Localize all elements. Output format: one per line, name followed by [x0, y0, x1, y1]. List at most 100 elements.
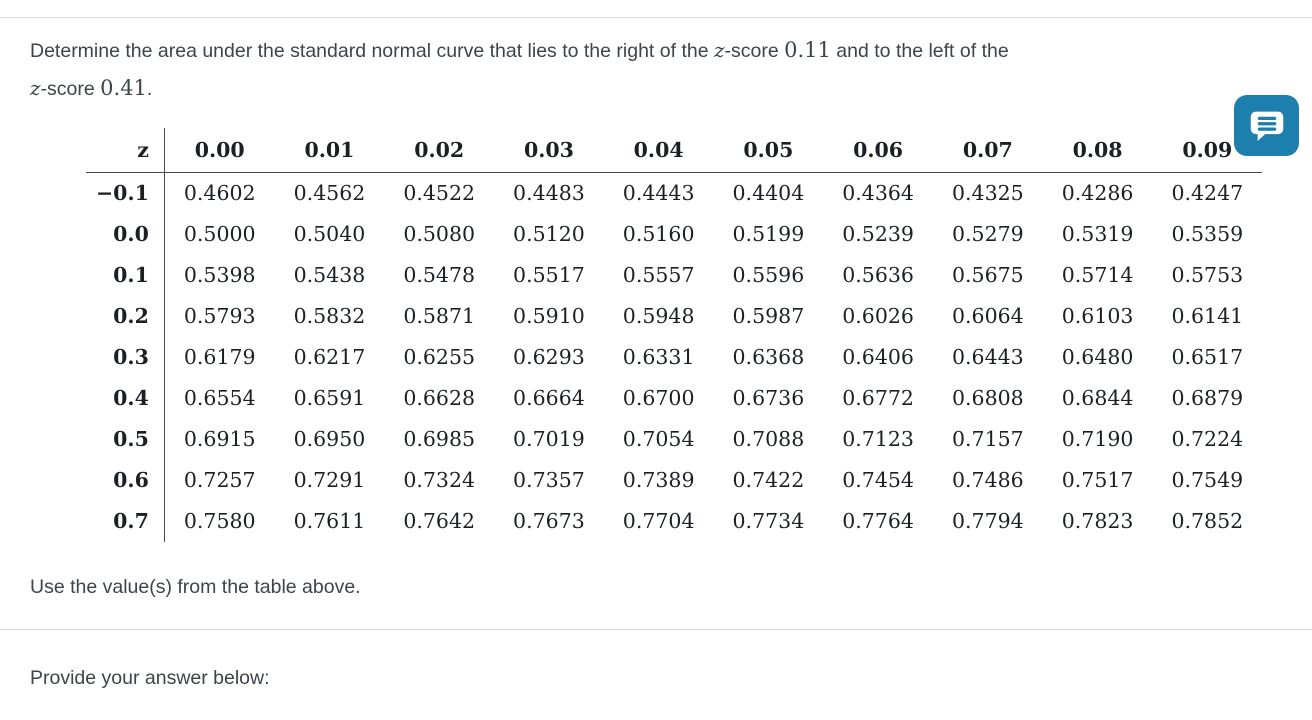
z-table-cell: 0.7734 [732, 509, 805, 533]
z-table-cell: 0.4286 [1061, 181, 1134, 205]
z-table-header-cell: 0.07 [932, 128, 1043, 173]
z-table-cell: 0.7673 [513, 509, 585, 533]
math-z-symbol: z [30, 76, 41, 100]
z-table-cell: 0.4602 [183, 181, 256, 205]
z-table-cell: 0.5478 [403, 263, 476, 287]
question-text: Determine the area under the standard no… [30, 32, 1312, 108]
z-table-cell: 0.6554 [183, 386, 256, 410]
z-table-cell: 0.6664 [513, 386, 585, 410]
z-table-cell: 0.6736 [732, 386, 805, 410]
z-table-header-row: z 0.00 0.01 0.02 0.03 0.04 0.05 0.06 0.07 0.08 0.0… [86, 128, 1263, 173]
z-table-cell: 0.6628 [403, 386, 476, 410]
z-table-cell: 0.5596 [732, 263, 805, 287]
z-table-cell: 0.7389 [622, 468, 695, 492]
z-table-cell: 0.6064 [951, 304, 1024, 328]
z-table-cell: 0.7088 [732, 427, 805, 451]
z-table-cell: 0.5753 [1171, 263, 1244, 287]
z-table-header-cell: 0.01 [274, 128, 385, 173]
z-table-cell: 0.7157 [951, 427, 1024, 451]
z-table-row: 0.6 0.7257 0.7291 0.7324 0.7357 0.7389 0.7422 0… [86, 460, 1262, 501]
z-table-cell: 0.6406 [842, 345, 914, 369]
question-segment: -score [40, 78, 101, 100]
z-table-cell: 0.7642 [403, 509, 476, 533]
z-table-cell: 0.6141 [1171, 304, 1244, 328]
z-table-cell: 0.5438 [293, 263, 366, 287]
z-table-cell: 0.4443 [622, 181, 695, 205]
z-table-cell: 0.4404 [732, 181, 805, 205]
z-score-value-2: 0.41 [100, 76, 147, 100]
z-table-cell: 0.7422 [732, 468, 805, 492]
z-table-cell: 0.5239 [842, 222, 914, 246]
z-table-cell: 0.7054 [622, 427, 695, 451]
z-table-cell: 0.7517 [1061, 468, 1134, 492]
z-table-cell: 0.5714 [1061, 263, 1134, 287]
z-table-row: 0.4 0.6554 0.6591 0.6628 0.6664 0.6700 0.6736 0… [86, 378, 1262, 419]
z-table-cell: 0.4562 [293, 181, 366, 205]
z-table-cell: 0.5832 [293, 304, 366, 328]
z-table-cell: 0.6700 [622, 386, 695, 410]
z-table-cell: 0.6103 [1061, 304, 1134, 328]
z-table-header-cell: 0.02 [384, 128, 495, 173]
z-table-cell: 0.6985 [403, 427, 476, 451]
z-table-cell: 0.7357 [513, 468, 585, 492]
help-chat-button[interactable] [1234, 95, 1299, 156]
z-table-cell: 0.6808 [951, 386, 1024, 410]
z-table-cell: 0.4364 [842, 181, 914, 205]
z-table-cell: 0.5398 [183, 263, 256, 287]
z-table-row: 0.5 0.6915 0.6950 0.6985 0.7019 0.7054 0.7088 0… [86, 419, 1262, 460]
question-segment: . [146, 78, 153, 100]
z-table-cell: 0.5948 [622, 304, 695, 328]
z-table-row: 0.2 0.5793 0.5832 0.5871 0.5910 0.5948 0.5987 0… [86, 296, 1262, 337]
z-table-cell: 0.6255 [403, 345, 476, 369]
z-score-value-1: 0.11 [784, 38, 831, 62]
z-table-row-label: 0.3 [86, 337, 165, 378]
z-table-cell: 0.4247 [1171, 181, 1244, 205]
z-table-row: −0.1 0.4602 0.4562 0.4522 0.4483 0.4443 0.4404… [86, 172, 1262, 214]
z-table-cell: 0.7224 [1171, 427, 1244, 451]
z-table-cell: 0.4522 [403, 181, 476, 205]
z-table-cell: 0.6331 [622, 345, 695, 369]
z-table-cell: 0.6517 [1171, 345, 1244, 369]
z-table-row: 0.0 0.5000 0.5040 0.5080 0.5120 0.5160 0.5199 0… [86, 214, 1262, 255]
z-table-cell: 0.7852 [1171, 509, 1244, 533]
z-table-cell: 0.5199 [732, 222, 805, 246]
z-table-row-label: 0.7 [86, 501, 165, 542]
z-table-header-cell: 0.00 [164, 128, 275, 173]
z-table-row-label: 0.2 [86, 296, 165, 337]
question-segment: -score [724, 40, 785, 62]
z-table-row-label: −0.1 [86, 172, 165, 214]
z-table-row: 0.3 0.6179 0.6217 0.6255 0.6293 0.6331 0.6368 0… [86, 337, 1262, 378]
z-table-cell: 0.7454 [842, 468, 914, 492]
z-table-cell: 0.7580 [183, 509, 256, 533]
z-table-cell: 0.5120 [513, 222, 585, 246]
z-table-cell: 0.5636 [842, 263, 914, 287]
z-table: z 0.00 0.01 0.02 0.03 0.04 0.05 0.06 0.07 0.08 0.0… [86, 128, 1263, 542]
z-table-cell: 0.6293 [513, 345, 585, 369]
z-table-row-label: 0.1 [86, 255, 165, 296]
z-table-cell: 0.5557 [622, 263, 695, 287]
z-table-cell: 0.6591 [293, 386, 366, 410]
z-table-cell: 0.5910 [513, 304, 585, 328]
z-table-row-label: 0.0 [86, 214, 165, 255]
z-table-cell: 0.7764 [842, 509, 914, 533]
z-table-header-cell: 0.06 [823, 128, 933, 173]
chat-bubble-lines-icon [1250, 111, 1283, 141]
z-table-cell: 0.6844 [1061, 386, 1134, 410]
question-segment: Determine the area under the standard no… [30, 40, 714, 62]
z-table-cell: 0.6217 [293, 345, 366, 369]
z-table-cell: 0.5000 [183, 222, 256, 246]
z-table-header-cell: 0.05 [713, 128, 824, 173]
z-table-cell: 0.7704 [622, 509, 695, 533]
z-table-cell: 0.5675 [951, 263, 1024, 287]
z-table-row-label: 0.5 [86, 419, 165, 460]
z-table-cell: 0.7549 [1171, 468, 1244, 492]
z-table-cell: 0.6772 [842, 386, 914, 410]
z-table-header-cell: 0.03 [494, 128, 604, 173]
z-table-row-label: 0.6 [86, 460, 165, 501]
z-table-cell: 0.5871 [403, 304, 476, 328]
z-table-cell: 0.5040 [293, 222, 366, 246]
z-table-row: 0.7 0.7580 0.7611 0.7642 0.7673 0.7704 0.7734 0… [86, 501, 1262, 542]
z-table-header-cell: 0.08 [1042, 128, 1153, 173]
section-divider [0, 629, 1312, 630]
z-table-cell: 0.7611 [293, 509, 366, 533]
